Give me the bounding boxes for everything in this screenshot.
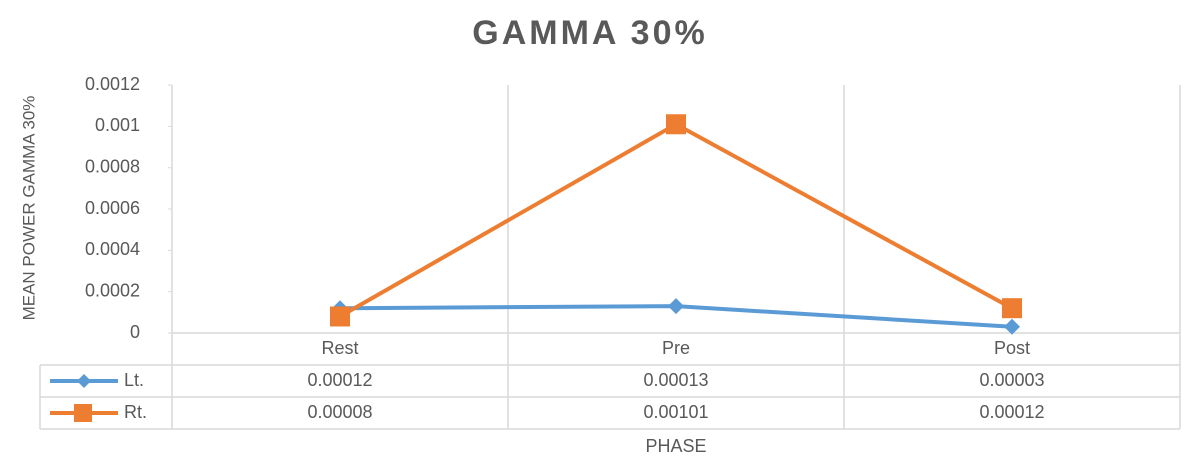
table-value: 0.00003 bbox=[979, 370, 1044, 390]
marker bbox=[666, 114, 686, 135]
marker bbox=[668, 298, 684, 315]
x-axis-label: PHASE bbox=[645, 436, 706, 456]
table-value: 0.00012 bbox=[307, 370, 372, 390]
y-tick-label: 0.0008 bbox=[85, 156, 140, 176]
y-tick-label: 0.0002 bbox=[85, 280, 140, 300]
table-value: 0.00013 bbox=[643, 370, 708, 390]
y-tick-label: 0.001 bbox=[95, 115, 140, 135]
table-value: 0.00008 bbox=[307, 402, 372, 422]
y-tick-label: 0.0006 bbox=[85, 198, 140, 218]
marker bbox=[1004, 318, 1020, 335]
legend-marker bbox=[74, 404, 92, 422]
x-tick-label: Rest bbox=[321, 338, 358, 358]
table-value: 0.00012 bbox=[979, 402, 1044, 422]
legend-label: Lt. bbox=[124, 370, 144, 390]
line bbox=[339, 121, 1013, 319]
y-tick-label: 0.0012 bbox=[85, 74, 140, 94]
table-value: 0.00101 bbox=[643, 402, 708, 422]
marker bbox=[330, 306, 350, 327]
y-tick-label: 0.0004 bbox=[85, 239, 140, 259]
legend-label: Rt. bbox=[124, 402, 147, 422]
y-tick-label: 0 bbox=[130, 322, 140, 342]
chart-title: GAMMA 30% bbox=[472, 14, 707, 52]
legend-marker bbox=[77, 374, 91, 388]
marker bbox=[1002, 298, 1022, 319]
x-tick-label: Post bbox=[994, 338, 1030, 358]
y-axis-label: MEAN POWER GAMMA 30% bbox=[19, 96, 38, 321]
x-tick-label: Pre bbox=[662, 338, 690, 358]
